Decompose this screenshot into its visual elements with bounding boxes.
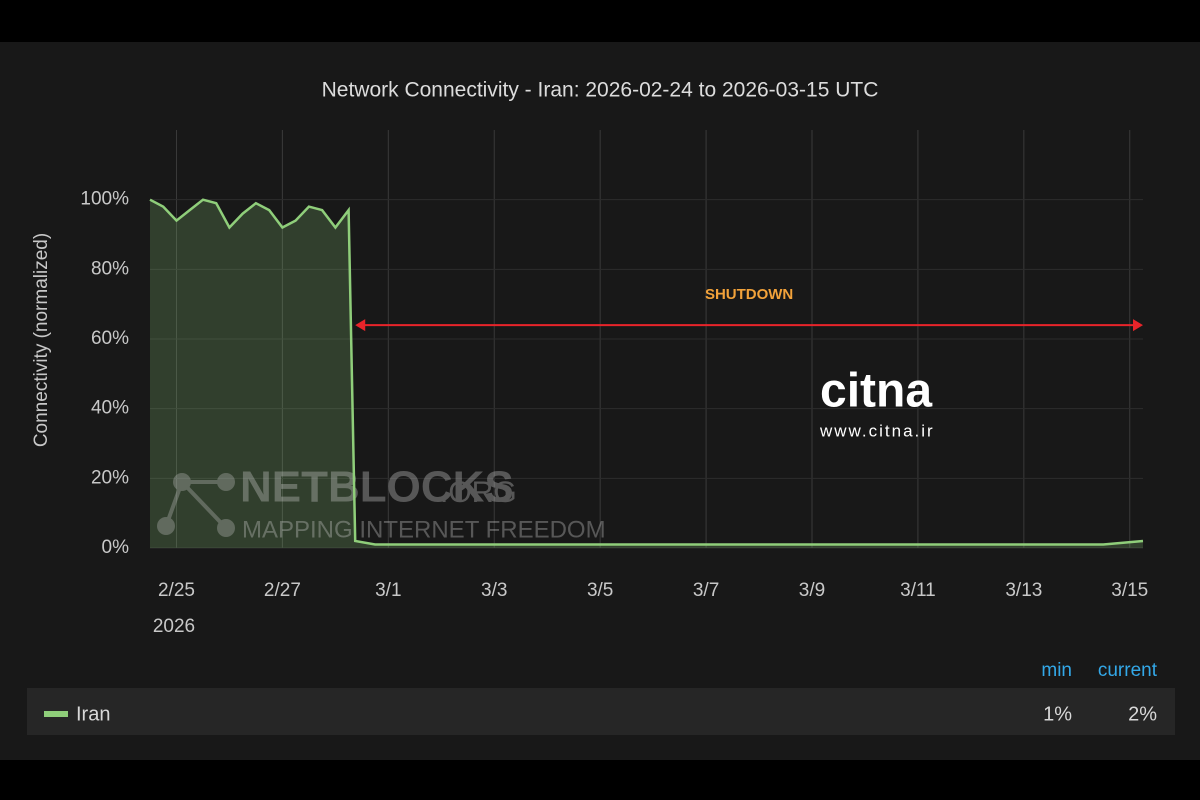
legend-header: current: [1098, 660, 1158, 681]
logo-dot: [157, 517, 175, 535]
y-tick-label: 100%: [80, 189, 129, 210]
y-tick-label: 20%: [91, 467, 129, 488]
annotation-text: SHUTDOWN: [705, 286, 793, 303]
arrow-head: [355, 319, 366, 332]
y-tick-label: 80%: [91, 258, 129, 279]
x-tick-label: 3/1: [375, 580, 401, 601]
legend-swatch: [44, 711, 68, 717]
citna-logo: citna: [820, 365, 932, 418]
x-tick-label: 3/13: [1005, 580, 1042, 601]
x-tick-label: 3/3: [481, 580, 507, 601]
chart-title: Network Connectivity - Iran: 2026-02-24 …: [322, 79, 879, 102]
x-tick-label: 3/11: [900, 580, 936, 601]
netblocks-tagline: MAPPING INTERNET FREEDOM: [242, 516, 606, 543]
netblocks-text: NETBLOCKS: [240, 463, 514, 512]
grid: [150, 130, 1143, 549]
logo-dot: [217, 519, 235, 537]
netblocks-watermark: NETBLOCKS .ORG MAPPING INTERNET FREEDOM: [157, 463, 606, 543]
x-tick-label: 2/25: [158, 580, 195, 601]
legend-label: Iran: [76, 703, 110, 725]
x-tick-label: 3/15: [1111, 580, 1148, 601]
legend-value: 2%: [1128, 703, 1157, 725]
logo-dot: [217, 473, 235, 491]
y-axis-label: Connectivity (normalized): [31, 233, 52, 447]
series-line: [149, 198, 1144, 546]
x-year-label: 2026: [153, 616, 195, 637]
series-area: [150, 199, 1143, 548]
x-tick-label: 3/9: [799, 580, 825, 601]
legend-value: 1%: [1043, 703, 1072, 725]
legend-header: min: [1041, 660, 1072, 681]
y-tick-label: 60%: [91, 328, 129, 349]
arrow-head: [1133, 319, 1143, 332]
logo-lines: [164, 480, 228, 530]
y-tick-label: 40%: [91, 398, 129, 419]
netblocks-suffix: .ORG: [440, 476, 517, 509]
y-tick-label: 0%: [102, 537, 130, 558]
citna-url: www.citna.ir: [819, 421, 935, 440]
logo-dot: [173, 473, 191, 491]
x-tick-label: 2/27: [264, 580, 301, 601]
x-tick-label: 3/7: [693, 580, 719, 601]
legend-row: [27, 688, 1175, 735]
x-tick-label: 3/5: [587, 580, 613, 601]
